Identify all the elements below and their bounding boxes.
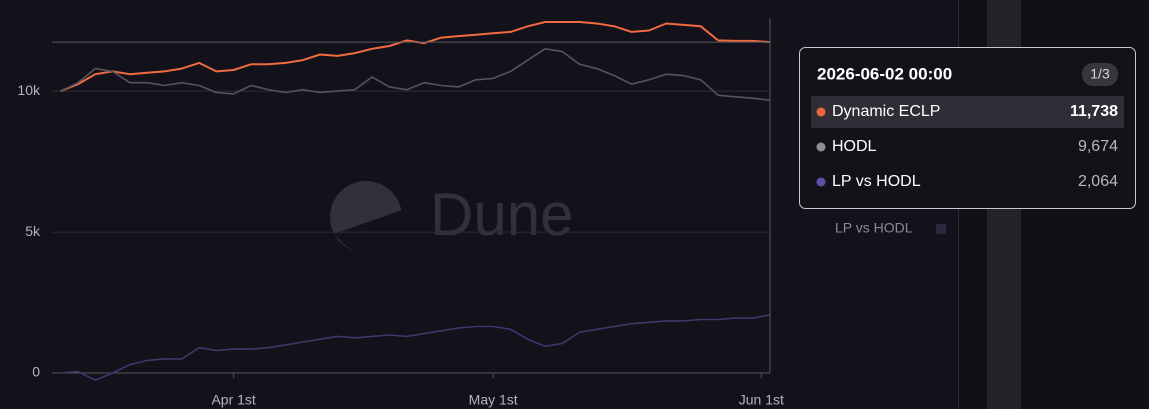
tooltip-page: 1/3: [1090, 66, 1110, 82]
tooltip-dot: [816, 107, 826, 117]
tooltip-value: 11,738: [1070, 103, 1118, 120]
legend-swatch: [936, 224, 946, 234]
x-tick-label: Jun 1st: [739, 392, 784, 408]
tooltip-series-name: LP vs HODL: [832, 173, 921, 190]
x-tick-label: Apr 1st: [211, 392, 255, 408]
tooltip-series-name: Dynamic ECLP: [832, 103, 940, 120]
tooltip-dot: [816, 142, 826, 152]
series-line: [60, 314, 771, 381]
watermark: Dune: [330, 181, 573, 254]
watermark-text: Dune: [430, 181, 573, 248]
series-line: [60, 48, 771, 102]
watermark-logo: [330, 181, 402, 253]
tooltip-highlight: [811, 96, 1124, 128]
tooltip-dot: [816, 177, 826, 187]
tooltip-value: 9,674: [1078, 138, 1118, 155]
plot: 0 5k 10k Apr 1st May 1st Jun 1st: [17, 18, 784, 408]
legend-label: LP vs HODL: [835, 220, 913, 236]
y-tick-label: 5k: [25, 223, 41, 239]
y-tick-label: 10k: [17, 82, 41, 98]
legend: LP vs HODL: [835, 220, 946, 236]
tooltip-title: 2026-06-02 00:00: [817, 64, 952, 83]
tooltip: 2026-06-02 00:00 1/3 Dynamic ECLP 11,738 H…: [799, 47, 1136, 209]
tooltip-series-name: HODL: [832, 138, 877, 155]
series-line: [60, 21, 771, 93]
x-tick-label: May 1st: [469, 392, 518, 408]
y-tick-label: 0: [32, 364, 40, 380]
tooltip-badge: [1082, 63, 1118, 86]
tooltip-value: 2,064: [1078, 173, 1118, 190]
